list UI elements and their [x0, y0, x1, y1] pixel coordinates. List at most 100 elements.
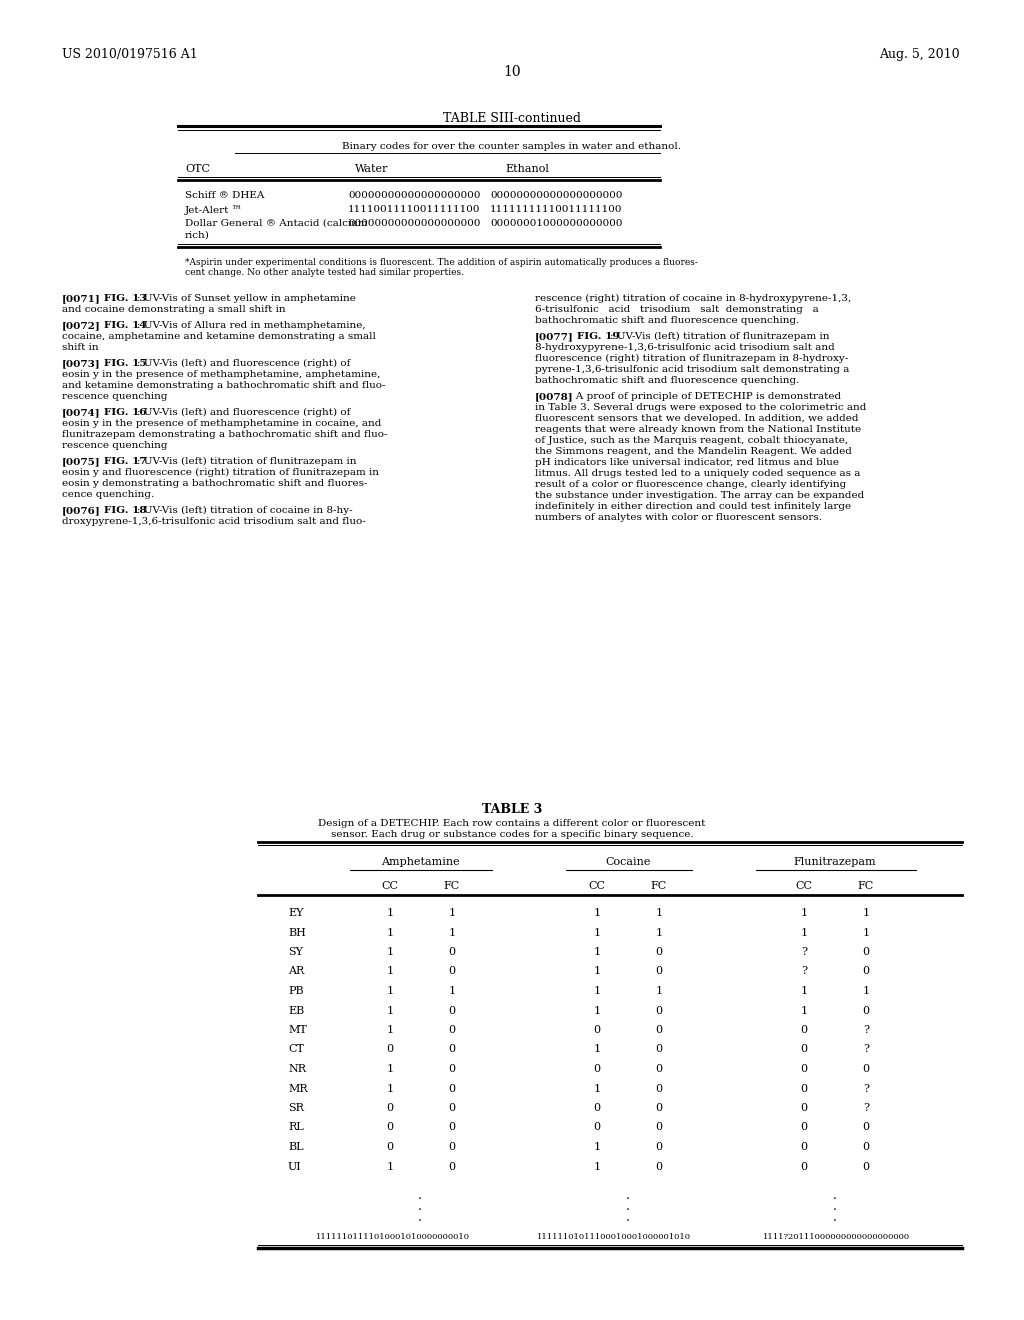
- Text: 0: 0: [449, 1026, 456, 1035]
- Text: 0: 0: [801, 1026, 808, 1035]
- Text: fluorescent sensors that we developed. In addition, we added: fluorescent sensors that we developed. I…: [535, 414, 858, 422]
- Text: in Table 3. Several drugs were exposed to the colorimetric and: in Table 3. Several drugs were exposed t…: [535, 403, 866, 412]
- Text: 00000001000000000000: 00000001000000000000: [490, 219, 623, 228]
- Text: FIG. 14: FIG. 14: [93, 321, 146, 330]
- Text: : UV-Vis of Sunset yellow in amphetamine: : UV-Vis of Sunset yellow in amphetamine: [137, 294, 356, 304]
- Text: 1: 1: [862, 908, 869, 917]
- Text: 0: 0: [449, 1162, 456, 1172]
- Text: Water: Water: [355, 164, 388, 174]
- Text: 00000000000000000000: 00000000000000000000: [348, 219, 480, 228]
- Text: 1: 1: [386, 928, 393, 937]
- Text: 1: 1: [386, 946, 393, 957]
- Text: 1: 1: [594, 908, 600, 917]
- Text: 1: 1: [449, 908, 456, 917]
- Text: FIG. 16: FIG. 16: [93, 408, 146, 417]
- Text: the Simmons reagent, and the Mandelin Reagent. We added: the Simmons reagent, and the Mandelin Re…: [535, 447, 852, 455]
- Text: 0: 0: [801, 1142, 808, 1152]
- Text: 0: 0: [801, 1104, 808, 1113]
- Text: 0: 0: [655, 1122, 663, 1133]
- Text: pH indicators like universal indicator, red litmus and blue: pH indicators like universal indicator, …: [535, 458, 839, 467]
- Text: eosin y and fluorescence (right) titration of flunitrazepam in: eosin y and fluorescence (right) titrati…: [62, 469, 379, 477]
- Text: 1: 1: [801, 908, 808, 917]
- Text: : UV-Vis (left) titration of cocaine in 8-hy-: : UV-Vis (left) titration of cocaine in …: [137, 506, 353, 515]
- Text: 0: 0: [655, 1044, 663, 1055]
- Text: FIG. 13: FIG. 13: [93, 294, 146, 304]
- Text: FIG. 15: FIG. 15: [93, 359, 146, 368]
- Text: 1: 1: [594, 986, 600, 997]
- Text: FIG. 17: FIG. 17: [93, 457, 146, 466]
- Text: [0074]: [0074]: [62, 408, 100, 417]
- Text: [0075]: [0075]: [62, 457, 100, 466]
- Text: bathochromatic shift and fluorescence quenching.: bathochromatic shift and fluorescence qu…: [535, 376, 800, 385]
- Text: Aug. 5, 2010: Aug. 5, 2010: [880, 48, 961, 61]
- Text: 1: 1: [386, 1026, 393, 1035]
- Text: 1: 1: [386, 1084, 393, 1093]
- Text: fluorescence (right) titration of flunitrazepam in 8-hydroxy-: fluorescence (right) titration of flunit…: [535, 354, 848, 363]
- Text: 0: 0: [655, 1006, 663, 1015]
- Text: 1: 1: [594, 1084, 600, 1093]
- Text: SR: SR: [288, 1104, 304, 1113]
- Text: FC: FC: [443, 880, 460, 891]
- Text: ?: ?: [863, 1044, 869, 1055]
- Text: 0: 0: [862, 1006, 869, 1015]
- Text: bathochromatic shift and fluorescence quenching.: bathochromatic shift and fluorescence qu…: [535, 315, 800, 325]
- Text: TABLE 3: TABLE 3: [482, 803, 542, 816]
- Text: Jet-Alert ™: Jet-Alert ™: [185, 205, 243, 215]
- Text: [0078]: [0078]: [535, 392, 573, 401]
- Text: 6-trisulfonic   acid   trisodium   salt  demonstrating   a: 6-trisulfonic acid trisodium salt demons…: [535, 305, 819, 314]
- Text: NR: NR: [288, 1064, 306, 1074]
- Text: 0: 0: [449, 1044, 456, 1055]
- Text: cent change. No other analyte tested had similar properties.: cent change. No other analyte tested had…: [185, 268, 464, 277]
- Text: the substance under investigation. The array can be expanded: the substance under investigation. The a…: [535, 491, 864, 500]
- Text: 1: 1: [862, 928, 869, 937]
- Text: 0: 0: [801, 1122, 808, 1133]
- Text: 0: 0: [862, 1064, 869, 1074]
- Text: 0: 0: [449, 1142, 456, 1152]
- Text: Cocaine: Cocaine: [605, 857, 650, 867]
- Text: 11110011110011111100: 11110011110011111100: [348, 205, 480, 214]
- Text: 0: 0: [449, 1104, 456, 1113]
- Text: : UV-Vis (left) titration of flunitrazepam in: : UV-Vis (left) titration of flunitrazep…: [137, 457, 356, 466]
- Text: BH: BH: [288, 928, 306, 937]
- Text: 0: 0: [594, 1026, 600, 1035]
- Text: flunitrazepam demonstrating a bathochromatic shift and fluo-: flunitrazepam demonstrating a bathochrom…: [62, 430, 387, 440]
- Text: 1: 1: [386, 1006, 393, 1015]
- Text: .: .: [626, 1189, 630, 1203]
- Text: .: .: [626, 1200, 630, 1213]
- Text: 1: 1: [386, 908, 393, 917]
- Text: rescence quenching: rescence quenching: [62, 441, 168, 450]
- Text: *Aspirin under experimental conditions is fluorescent. The addition of aspirin a: *Aspirin under experimental conditions i…: [185, 257, 698, 267]
- Text: : UV-Vis (left) and fluorescence (right) of: : UV-Vis (left) and fluorescence (right)…: [137, 408, 350, 417]
- Text: 1: 1: [386, 986, 393, 997]
- Text: MT: MT: [288, 1026, 307, 1035]
- Text: 1: 1: [449, 928, 456, 937]
- Text: 0: 0: [655, 966, 663, 977]
- Text: 0: 0: [594, 1104, 600, 1113]
- Text: AR: AR: [288, 966, 304, 977]
- Text: 8-hydroxypyrene-1,3,6-trisulfonic acid trisodium salt and: 8-hydroxypyrene-1,3,6-trisulfonic acid t…: [535, 343, 835, 352]
- Text: US 2010/0197516 A1: US 2010/0197516 A1: [62, 48, 198, 61]
- Text: PB: PB: [288, 986, 304, 997]
- Text: 0: 0: [594, 1122, 600, 1133]
- Text: 00000000000000000000: 00000000000000000000: [490, 191, 623, 201]
- Text: .: .: [834, 1200, 837, 1213]
- Text: [0076]: [0076]: [62, 506, 100, 515]
- Text: .: .: [418, 1210, 422, 1224]
- Text: FIG. 18: FIG. 18: [93, 506, 146, 515]
- Text: BL: BL: [288, 1142, 303, 1152]
- Text: 0: 0: [386, 1122, 393, 1133]
- Text: EB: EB: [288, 1006, 304, 1015]
- Text: [0071]: [0071]: [62, 294, 100, 304]
- Text: : UV-Vis (left) titration of flunitrazepam in: : UV-Vis (left) titration of flunitrazep…: [610, 333, 829, 341]
- Text: FC: FC: [651, 880, 667, 891]
- Text: 0: 0: [449, 1122, 456, 1133]
- Text: 1: 1: [655, 928, 663, 937]
- Text: 0: 0: [386, 1142, 393, 1152]
- Text: : UV-Vis (left) and fluorescence (right) of: : UV-Vis (left) and fluorescence (right)…: [137, 359, 350, 368]
- Text: 0: 0: [594, 1064, 600, 1074]
- Text: 0: 0: [449, 1084, 456, 1093]
- Text: 0: 0: [801, 1044, 808, 1055]
- Text: 1: 1: [594, 966, 600, 977]
- Text: .: .: [418, 1189, 422, 1203]
- Text: 1: 1: [801, 1006, 808, 1015]
